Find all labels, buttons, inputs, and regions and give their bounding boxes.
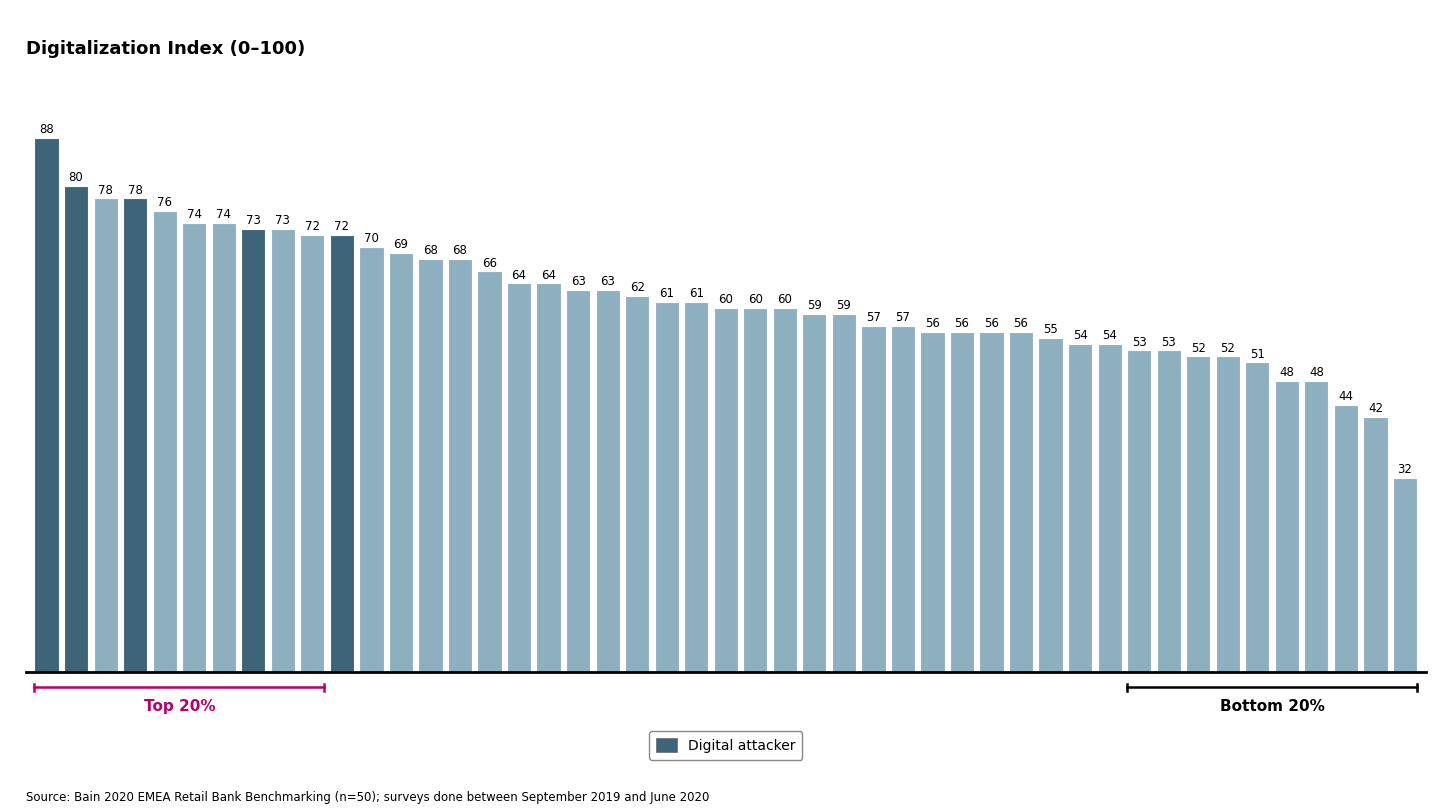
Text: 70: 70 bbox=[364, 232, 379, 245]
Text: 52: 52 bbox=[1191, 342, 1205, 355]
Text: 80: 80 bbox=[69, 172, 84, 185]
Bar bbox=[153, 211, 177, 672]
Text: 64: 64 bbox=[511, 269, 527, 282]
Bar bbox=[714, 308, 737, 672]
Bar bbox=[832, 313, 855, 672]
Text: 59: 59 bbox=[837, 299, 851, 312]
Bar bbox=[655, 301, 678, 672]
Text: 60: 60 bbox=[747, 293, 763, 306]
Text: 56: 56 bbox=[955, 318, 969, 330]
Bar bbox=[596, 289, 619, 672]
Text: 55: 55 bbox=[1043, 323, 1058, 336]
Bar bbox=[240, 228, 265, 672]
Bar bbox=[1009, 332, 1032, 672]
Text: 73: 73 bbox=[246, 214, 261, 227]
Bar bbox=[507, 284, 531, 672]
Bar bbox=[1305, 381, 1329, 672]
Text: 63: 63 bbox=[600, 275, 615, 288]
Text: 61: 61 bbox=[688, 287, 704, 300]
Text: 60: 60 bbox=[778, 293, 792, 306]
Bar bbox=[1274, 381, 1299, 672]
Text: 57: 57 bbox=[865, 311, 881, 324]
Text: 76: 76 bbox=[157, 196, 173, 209]
Text: 56: 56 bbox=[1014, 318, 1028, 330]
Bar bbox=[625, 296, 649, 672]
Bar bbox=[773, 308, 796, 672]
Bar bbox=[478, 271, 501, 672]
Bar bbox=[1333, 405, 1358, 672]
Bar bbox=[891, 326, 914, 672]
Text: 72: 72 bbox=[334, 220, 350, 233]
Text: Source: Bain 2020 EMEA Retail Bank Benchmarking (n=50); surveys done between Sep: Source: Bain 2020 EMEA Retail Bank Bench… bbox=[26, 791, 710, 804]
Text: 59: 59 bbox=[806, 299, 822, 312]
Text: Top 20%: Top 20% bbox=[144, 699, 216, 714]
Bar bbox=[1156, 350, 1181, 672]
Text: 73: 73 bbox=[275, 214, 291, 227]
Text: 42: 42 bbox=[1368, 403, 1382, 416]
Bar bbox=[271, 228, 295, 672]
Text: 78: 78 bbox=[98, 184, 114, 197]
Text: 68: 68 bbox=[452, 245, 468, 258]
Bar bbox=[1038, 339, 1063, 672]
Bar bbox=[1187, 356, 1211, 672]
Bar bbox=[1128, 350, 1151, 672]
Text: 57: 57 bbox=[896, 311, 910, 324]
Bar bbox=[389, 253, 413, 672]
Text: 54: 54 bbox=[1102, 330, 1117, 343]
Bar bbox=[920, 332, 945, 672]
Bar bbox=[802, 313, 827, 672]
Text: 32: 32 bbox=[1397, 463, 1413, 476]
Bar bbox=[979, 332, 1004, 672]
Text: 48: 48 bbox=[1279, 366, 1295, 379]
Text: 52: 52 bbox=[1220, 342, 1236, 355]
Bar bbox=[1246, 363, 1270, 672]
Bar bbox=[537, 284, 560, 672]
Text: 88: 88 bbox=[39, 123, 53, 136]
Text: 60: 60 bbox=[719, 293, 733, 306]
Text: 61: 61 bbox=[660, 287, 674, 300]
Text: 54: 54 bbox=[1073, 330, 1087, 343]
Text: 53: 53 bbox=[1132, 335, 1146, 348]
Bar bbox=[1097, 344, 1122, 672]
Bar bbox=[212, 223, 236, 672]
Bar bbox=[566, 289, 590, 672]
Text: 56: 56 bbox=[924, 318, 940, 330]
Text: 53: 53 bbox=[1161, 335, 1176, 348]
Text: 78: 78 bbox=[128, 184, 143, 197]
Text: 74: 74 bbox=[187, 208, 202, 221]
Text: 72: 72 bbox=[305, 220, 320, 233]
Bar bbox=[448, 259, 472, 672]
Bar bbox=[419, 259, 442, 672]
Bar bbox=[743, 308, 768, 672]
Text: 51: 51 bbox=[1250, 347, 1264, 360]
Text: 56: 56 bbox=[984, 318, 999, 330]
Text: 66: 66 bbox=[482, 257, 497, 270]
Bar bbox=[1068, 344, 1092, 672]
Text: 62: 62 bbox=[629, 281, 645, 294]
Bar bbox=[1392, 478, 1417, 672]
Bar bbox=[330, 235, 354, 672]
Bar bbox=[63, 186, 88, 672]
Text: 48: 48 bbox=[1309, 366, 1323, 379]
Bar bbox=[360, 247, 383, 672]
Text: 64: 64 bbox=[541, 269, 556, 282]
Legend: Digital attacker: Digital attacker bbox=[649, 731, 802, 760]
Bar bbox=[35, 138, 59, 672]
Text: Digitalization Index (0–100): Digitalization Index (0–100) bbox=[26, 40, 305, 58]
Text: Bottom 20%: Bottom 20% bbox=[1220, 699, 1325, 714]
Bar bbox=[181, 223, 206, 672]
Text: 74: 74 bbox=[216, 208, 232, 221]
Bar bbox=[861, 326, 886, 672]
Text: 69: 69 bbox=[393, 238, 409, 251]
Text: 44: 44 bbox=[1338, 390, 1354, 403]
Bar bbox=[1215, 356, 1240, 672]
Bar bbox=[122, 198, 147, 672]
Bar bbox=[301, 235, 324, 672]
Bar bbox=[1364, 417, 1388, 672]
Bar bbox=[94, 198, 118, 672]
Bar bbox=[684, 301, 708, 672]
Text: 63: 63 bbox=[570, 275, 586, 288]
Bar bbox=[950, 332, 973, 672]
Text: 68: 68 bbox=[423, 245, 438, 258]
